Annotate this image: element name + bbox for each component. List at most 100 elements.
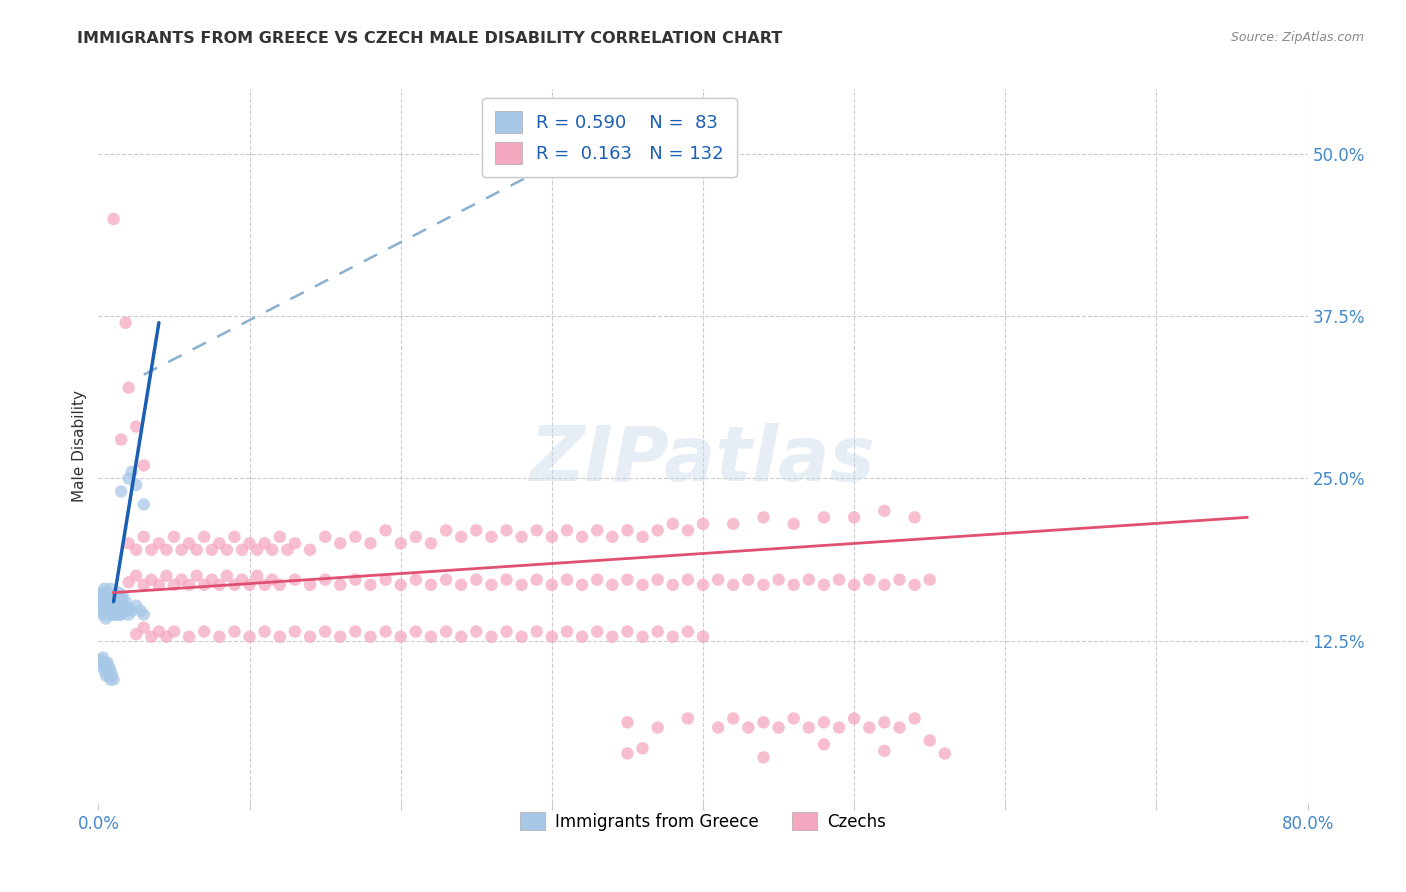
Point: [208, 536, 231, 550]
Point: [465, 573, 488, 587]
Point: [193, 578, 215, 592]
Point: [752, 578, 775, 592]
Point: [510, 630, 533, 644]
Point: [828, 573, 851, 587]
Point: [329, 578, 352, 592]
Point: [148, 536, 170, 550]
Point: [98, 659, 121, 673]
Point: [495, 573, 517, 587]
Point: [314, 530, 336, 544]
Point: [93, 599, 115, 613]
Point: [94, 659, 117, 673]
Point: [93, 591, 115, 605]
Point: [170, 542, 193, 557]
Point: [114, 595, 136, 609]
Point: [111, 601, 134, 615]
Point: [752, 715, 775, 730]
Point: [141, 630, 163, 644]
Point: [481, 578, 503, 592]
Point: [616, 715, 638, 730]
Point: [179, 630, 201, 644]
Point: [89, 653, 111, 667]
Point: [118, 536, 141, 550]
Point: [90, 604, 112, 618]
Point: [797, 721, 820, 735]
Point: [114, 316, 136, 330]
Point: [904, 510, 927, 524]
Point: [647, 721, 669, 735]
Point: [616, 624, 638, 639]
Point: [526, 573, 548, 587]
Point: [276, 542, 298, 557]
Point: [104, 591, 127, 605]
Point: [723, 516, 745, 531]
Point: [90, 591, 112, 605]
Point: [844, 510, 866, 524]
Point: [98, 588, 121, 602]
Text: Source: ZipAtlas.com: Source: ZipAtlas.com: [1230, 31, 1364, 45]
Point: [94, 588, 117, 602]
Point: [108, 595, 131, 609]
Point: [101, 668, 124, 682]
Point: [752, 510, 775, 524]
Point: [314, 573, 336, 587]
Point: [132, 621, 155, 635]
Point: [224, 624, 246, 639]
Point: [374, 524, 396, 538]
Point: [224, 578, 246, 592]
Point: [904, 711, 927, 725]
Point: [602, 630, 624, 644]
Point: [631, 578, 654, 592]
Point: [873, 744, 896, 758]
Point: [360, 578, 382, 592]
Point: [918, 733, 941, 747]
Point: [571, 630, 593, 644]
Point: [692, 630, 714, 644]
Point: [107, 595, 129, 609]
Point: [170, 573, 193, 587]
Point: [602, 578, 624, 592]
Point: [208, 578, 231, 592]
Point: [155, 542, 177, 557]
Point: [125, 419, 148, 434]
Point: [141, 573, 163, 587]
Point: [224, 530, 246, 544]
Point: [148, 578, 170, 592]
Point: [374, 624, 396, 639]
Point: [239, 630, 262, 644]
Point: [103, 604, 125, 618]
Point: [420, 630, 443, 644]
Point: [314, 624, 336, 639]
Point: [329, 630, 352, 644]
Point: [299, 578, 322, 592]
Point: [105, 599, 128, 613]
Point: [661, 630, 683, 644]
Point: [586, 573, 609, 587]
Point: [389, 578, 412, 592]
Point: [118, 575, 141, 590]
Point: [873, 578, 896, 592]
Point: [616, 747, 638, 761]
Point: [246, 568, 269, 582]
Point: [481, 630, 503, 644]
Point: [434, 524, 457, 538]
Point: [90, 585, 112, 599]
Point: [231, 542, 253, 557]
Point: [253, 624, 276, 639]
Point: [101, 595, 124, 609]
Point: [110, 484, 132, 499]
Point: [813, 715, 835, 730]
Point: [215, 542, 238, 557]
Point: [91, 650, 114, 665]
Point: [91, 588, 114, 602]
Point: [526, 624, 548, 639]
Point: [141, 542, 163, 557]
Point: [100, 604, 122, 618]
Point: [495, 624, 517, 639]
Point: [93, 664, 115, 678]
Point: [858, 573, 880, 587]
Point: [98, 607, 121, 622]
Point: [132, 530, 155, 544]
Point: [420, 536, 443, 550]
Point: [269, 578, 291, 592]
